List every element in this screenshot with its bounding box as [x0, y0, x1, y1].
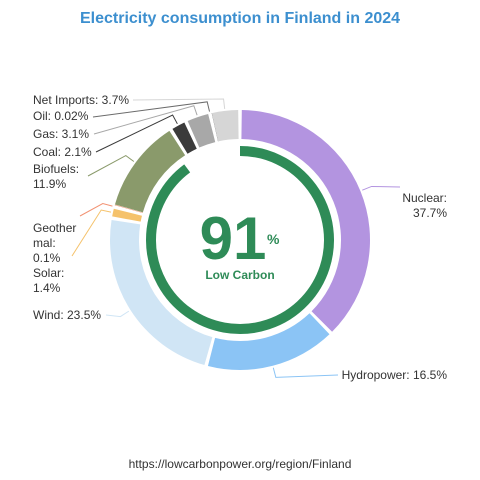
slice-hydropower — [207, 313, 330, 370]
label-oil: Oil: 0.02% — [33, 109, 89, 123]
label-biofuels: 11.9% — [33, 177, 66, 191]
slice-geothermal — [114, 204, 143, 214]
connector-solar — [71, 209, 112, 257]
connector-nuclear — [362, 185, 401, 191]
connector-wind — [105, 310, 130, 318]
connector-oil — [92, 101, 211, 118]
connector-biofuels — [87, 154, 135, 177]
slice-coal — [172, 122, 197, 154]
slice-gas — [187, 113, 216, 148]
label-nuclear: Nuclear: — [402, 191, 447, 205]
slice-labels: Nuclear:37.7% Hydropower: 16.5% Wind: 23.5… — [33, 93, 447, 382]
label-net-imports: Net Imports: 3.7% — [33, 93, 129, 107]
slice-biofuels — [114, 130, 186, 213]
slice-nuclear — [241, 110, 370, 332]
label-solar: 1.4% — [33, 281, 61, 295]
label-geothermal: mal: — [33, 236, 56, 250]
label-biofuels: Biofuels: — [33, 162, 79, 176]
label-nuclear: 37.7% — [413, 206, 447, 220]
label-hydropower: Hydropower: 16.5% — [342, 368, 448, 382]
connector-coal — [95, 114, 178, 153]
label-gas: Gas: 3.1% — [33, 127, 89, 141]
label-solar: Solar: — [33, 266, 64, 280]
connector-net-imports — [132, 98, 226, 109]
source-url: https://lowcarbonpower.org/region/Finlan… — [128, 457, 352, 471]
connector-hydropower — [272, 367, 339, 378]
label-coal: Coal: 2.1% — [33, 145, 92, 159]
low-carbon-value: 91 — [200, 205, 267, 272]
slice-solar — [112, 208, 142, 222]
label-geothermal: Geother — [33, 221, 76, 235]
label-wind: Wind: 23.5% — [33, 308, 101, 322]
slice-wind — [109, 219, 213, 366]
slice-net-imports — [211, 110, 239, 142]
label-geothermal: 0.1% — [33, 251, 61, 265]
connector-geothermal — [79, 202, 113, 217]
chart-title: Electricity consumption in Finland in 20… — [79, 10, 401, 27]
low-carbon-unit: % — [267, 231, 280, 247]
low-carbon-ring — [146, 146, 334, 334]
connector-gas — [93, 105, 198, 135]
donut-slices — [109, 110, 370, 370]
label-connectors — [71, 98, 401, 378]
low-carbon-caption: Low Carbon — [205, 268, 274, 282]
low-carbon-center: 91 % Low Carbon — [146, 146, 334, 334]
